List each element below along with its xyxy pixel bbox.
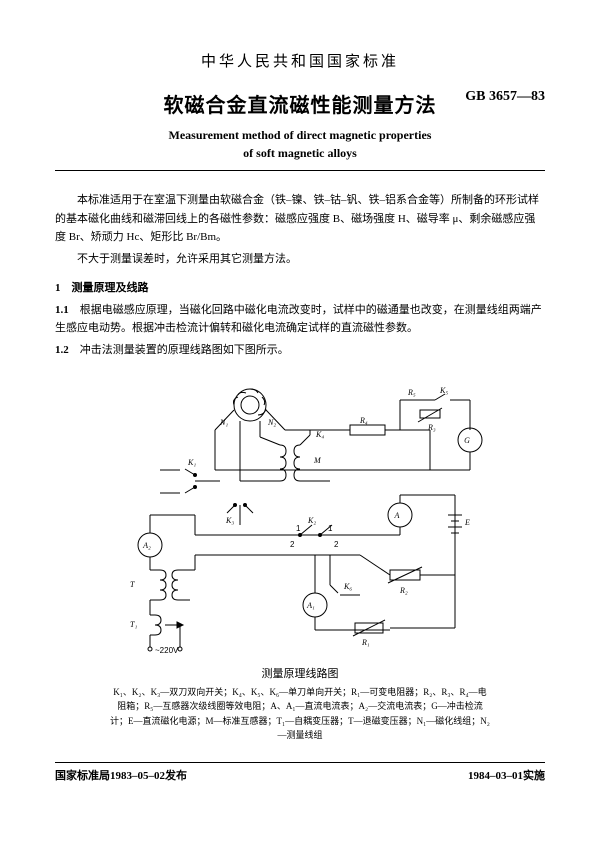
main-title: 软磁合金直流磁性能测量方法 (164, 89, 437, 118)
lbl-r4: R₄ (359, 416, 368, 425)
section-1-title: 1 测量原理及线路 (55, 279, 545, 295)
lbl-n2: N₂ (267, 418, 276, 427)
lbl-t1: T₁ (130, 620, 137, 629)
subtitle-en: Measurement method of direct magnetic pr… (55, 126, 545, 162)
country-title: 中华人民共和国国家标准 (55, 50, 545, 71)
intro-p2: 不大于测量误差时，允许采用其它测量方法。 (55, 250, 545, 269)
lbl-m: M (313, 456, 322, 465)
figure-caption: 测量原理线路图 (55, 665, 545, 681)
lbl-k1: K₁ (187, 458, 196, 467)
subtitle-line2: of soft magnetic alloys (55, 144, 545, 162)
divider (55, 170, 545, 171)
lbl-t: T (130, 580, 135, 589)
lbl-num1a: 1 (296, 524, 301, 533)
page-footer: 国家标准局1983–05–02发布 1984–03–01实施 (55, 762, 545, 783)
lbl-k5: K₅ (439, 386, 448, 395)
lbl-a: A (394, 511, 400, 520)
title-row: 软磁合金直流磁性能测量方法 GB 3657—83 (55, 89, 545, 118)
lbl-k2: K₂ (307, 516, 316, 525)
lbl-g: G (464, 436, 470, 445)
lbl-k6: K₆ (343, 582, 352, 591)
clause-1-1: 1.1 根据电磁感应原理，当磁化回路中磁化电流改变时，试样中的磁通量也改变，在测… (55, 301, 545, 338)
lbl-a2: A₂ (142, 541, 151, 550)
lbl-k4: K₄ (315, 430, 324, 439)
lbl-r3: R₃ (427, 423, 436, 432)
lbl-num2a: 2 (290, 540, 295, 549)
lbl-k3: K₃ (225, 516, 234, 525)
footer-right: 1984–03–01实施 (468, 767, 545, 783)
figure-legend: K₁、K₂、K₃—双刀双向开关；K₄、K₅、K₆—单刀单向开关；R₁—可变电阻器… (110, 685, 490, 743)
standard-code: GB 3657—83 (465, 89, 545, 105)
lbl-r2: R₂ (399, 586, 408, 595)
clause-1-2: 1.2 冲击法测量装置的原理线路图如下图所示。 (55, 341, 545, 360)
subtitle-line1: Measurement method of direct magnetic pr… (55, 126, 545, 144)
lbl-num1b: 1 (328, 524, 333, 533)
lbl-220v: ~220V (155, 646, 179, 655)
footer-left: 国家标准局1983–05–02发布 (55, 767, 187, 783)
lbl-n1: N₁ (219, 418, 228, 427)
circuit-diagram: N₁ N₂ R₄ R₅ K₅ G R₃ M K₄ K₁ K₃ K₂ 2 2 1 … (100, 375, 500, 655)
lbl-num2b: 2 (334, 540, 339, 549)
lbl-a1: A₁ (306, 601, 315, 610)
lbl-e: E (464, 518, 470, 527)
lbl-r1: R₁ (361, 638, 370, 647)
lbl-r5: R₅ (407, 388, 416, 397)
intro-p1: 本标准适用于在室温下测量由软磁合金（铁–镍、铁–钴–钒、铁–铝系合金等）所制备的… (55, 191, 545, 247)
